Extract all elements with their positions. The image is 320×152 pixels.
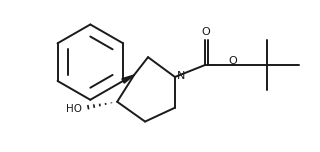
Text: N: N	[177, 71, 185, 81]
Polygon shape	[122, 75, 134, 83]
Text: O: O	[201, 27, 210, 37]
Text: O: O	[228, 56, 237, 66]
Text: HO: HO	[66, 104, 82, 114]
